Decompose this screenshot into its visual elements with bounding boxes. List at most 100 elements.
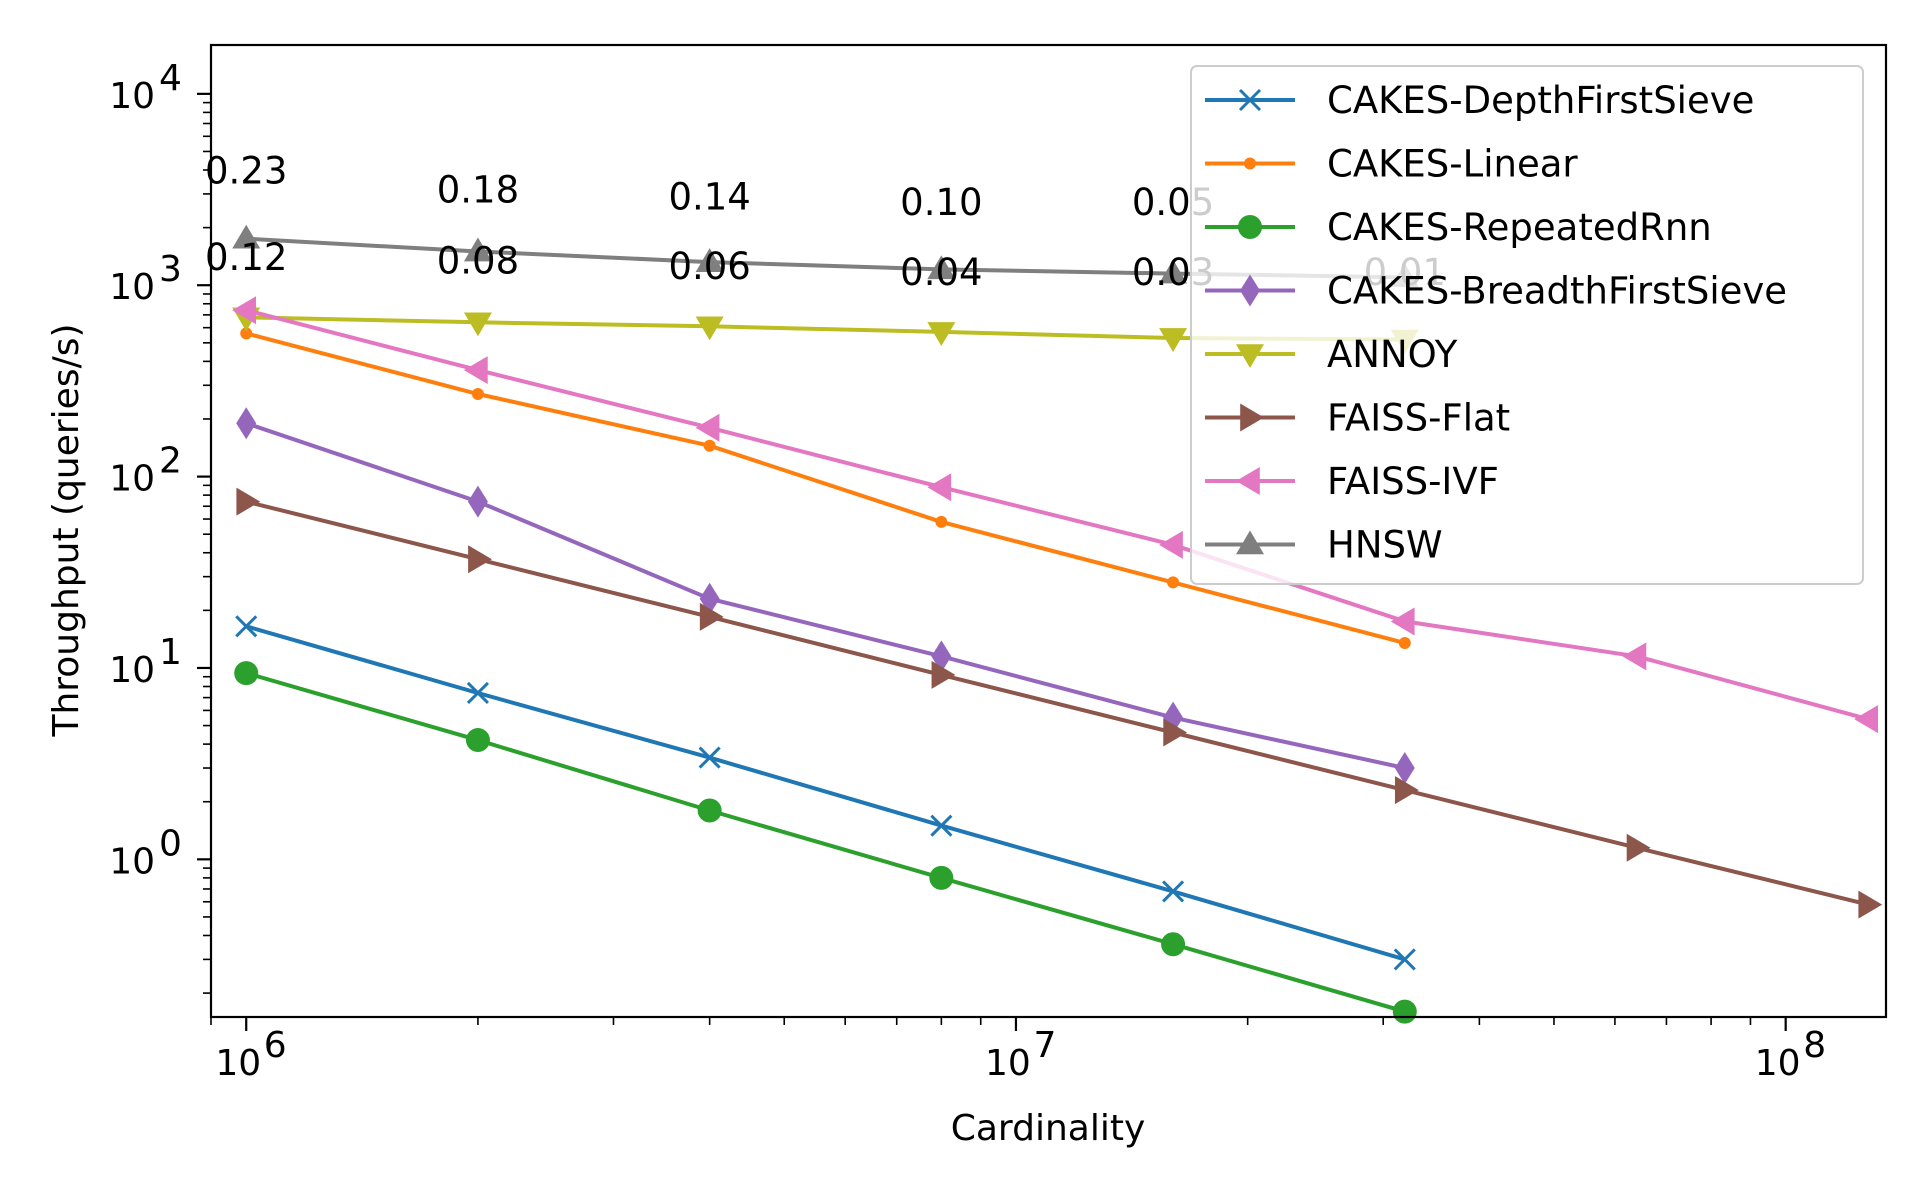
data-point (697, 798, 722, 823)
data-point (927, 473, 952, 502)
data-point (931, 660, 956, 689)
legend-marker (1236, 344, 1264, 368)
data-label: 0.06 (668, 245, 750, 288)
data-point (1394, 776, 1419, 805)
data-point (463, 237, 492, 262)
legend-box (1190, 65, 1864, 585)
data-point (929, 865, 954, 890)
legend-item-annoy: ANNOY (1205, 333, 1458, 376)
legend-label: CAKES-RepeatedRnn (1327, 206, 1712, 249)
series-cakes-linear (240, 327, 1411, 650)
data-point (232, 224, 261, 249)
data-point (1163, 718, 1188, 747)
data-point (1162, 880, 1185, 903)
data-point (471, 388, 484, 401)
data-point (240, 327, 253, 340)
legend-label: ANNOY (1327, 333, 1458, 376)
data-point (1390, 607, 1415, 636)
series-line (245, 331, 1406, 645)
data-point (1393, 948, 1416, 971)
legend-label: FAISS-Flat (1327, 397, 1510, 440)
data-point (1858, 890, 1883, 919)
data-point (232, 296, 257, 325)
data-point (1167, 576, 1180, 589)
data-point (468, 545, 492, 574)
data-point (463, 356, 488, 385)
x-tick-label: 10 (215, 1043, 261, 1084)
x-tick-exponent: 6 (264, 1025, 287, 1066)
legend-label: CAKES-BreadthFirstSieve (1327, 270, 1787, 313)
legend-label: CAKES-DepthFirstSieve (1327, 79, 1754, 122)
series-line (245, 421, 1406, 770)
data-point (703, 439, 716, 452)
legend-marker (1244, 157, 1256, 170)
legend-item-hnsw: HNSW (1205, 524, 1443, 567)
data-point (1394, 752, 1415, 785)
data-point (695, 316, 724, 341)
data-point (1626, 833, 1651, 862)
data-point (467, 485, 488, 518)
series-faiss-flat (236, 487, 1883, 919)
data-label: 0.10 (900, 181, 982, 224)
y-tick-exponent: 1 (159, 632, 182, 673)
legend: CAKES-DepthFirstSieve CAKES-Linear CAKES-R… (1190, 65, 1864, 585)
legend-label: CAKES-Linear (1327, 143, 1578, 186)
legend-marker (1238, 88, 1262, 112)
legend-item-faiss-flat: FAISS-Flat (1205, 397, 1510, 440)
legend-label: HNSW (1327, 524, 1443, 567)
data-point (463, 312, 492, 337)
data-point (930, 814, 953, 837)
y-tick-label: 10 (109, 267, 155, 308)
data-point (698, 746, 721, 769)
data-label: 0.14 (668, 176, 750, 219)
data-point (699, 602, 724, 631)
legend-item-cakes-linear: CAKES-Linear (1205, 143, 1578, 186)
legend-item-cakes-breadthfirstsieve: CAKES-BreadthFirstSieve (1205, 270, 1787, 313)
x-tick-label: 10 (1755, 1043, 1801, 1084)
series-line (245, 671, 1406, 1014)
x-axis-label: Cardinality (951, 1108, 1146, 1149)
series-cakes-depthfirstsieve (235, 615, 1416, 971)
y-tick-label: 10 (109, 76, 155, 117)
legend-marker (1240, 403, 1264, 432)
legend-marker (1238, 215, 1262, 239)
legend-item-cakes-depthfirstsieve: CAKES-DepthFirstSieve (1205, 79, 1754, 122)
axes: 10 6 10 7 10 810 010 110 210 310 4 (109, 43, 1888, 1084)
data-point (1622, 642, 1647, 671)
data-point (927, 255, 956, 280)
data-label: 0.12 (205, 236, 287, 279)
series-faiss-ivf (232, 296, 1879, 734)
data-point (234, 661, 259, 686)
data-point (927, 322, 956, 346)
y-tick-label: 10 (109, 459, 155, 500)
data-label: 0.18 (437, 169, 519, 212)
series-line (245, 499, 1869, 907)
data-point (1159, 530, 1183, 559)
series-line (245, 308, 1869, 722)
data-point (695, 248, 724, 272)
x-tick-label: 10 (985, 1043, 1031, 1084)
data-point (236, 487, 261, 516)
legend-item-faiss-ivf: FAISS-IVF (1205, 460, 1499, 503)
data-point (1159, 259, 1188, 284)
data-point (1854, 705, 1879, 734)
data-point (466, 681, 489, 705)
plot-frame (209, 43, 1888, 1019)
x-tick-exponent: 8 (1803, 1025, 1826, 1066)
data-point (1398, 637, 1411, 650)
legend-label: FAISS-IVF (1327, 460, 1499, 503)
legend-marker (1236, 467, 1260, 495)
y-axis-label: Throughput (queries/s) (46, 323, 87, 737)
data-point (695, 413, 720, 442)
y-tick-label: 10 (109, 650, 155, 691)
y-tick-exponent: 3 (159, 249, 182, 290)
data-point (236, 407, 257, 440)
y-tick-exponent: 0 (159, 823, 182, 864)
plot-data: 0.23 0.18 0.14 0.10 0.050.12 0.08 0.06 0.04 0.03… (205, 150, 1883, 1024)
y-tick-exponent: 2 (159, 441, 182, 482)
data-label: 0.04 (900, 251, 982, 294)
y-tick-exponent: 4 (159, 58, 182, 99)
legend-item-cakes-repeatedrnn: CAKES-RepeatedRnn (1205, 206, 1712, 249)
data-point (935, 515, 948, 528)
